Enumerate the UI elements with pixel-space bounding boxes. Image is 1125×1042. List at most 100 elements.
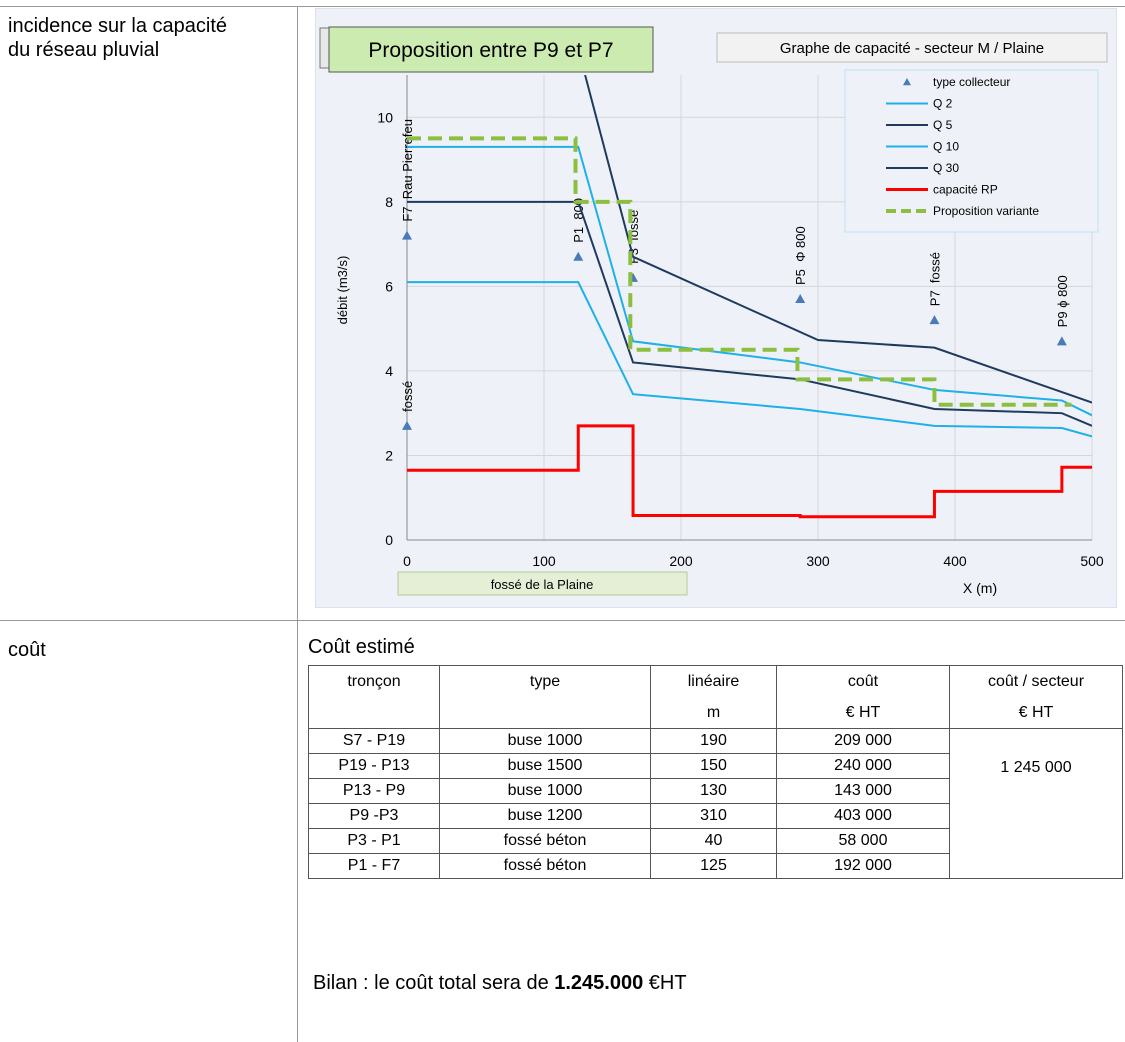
table-cell: P1 - F7 — [308, 853, 440, 879]
summary-amount: 1.245.000 — [554, 972, 644, 994]
header-unit — [439, 697, 651, 729]
y-axis-label: débit (m3/s) — [335, 256, 350, 325]
table-cell: 130 — [650, 778, 777, 804]
table-cell: buse 1200 — [439, 803, 651, 829]
table-row: S7 - P19 buse 1000 190 209 000 1 245 000 — [308, 728, 1123, 879]
header-unit — [308, 697, 440, 729]
header-cell: linéaire — [650, 665, 777, 697]
table-cell: 40 — [650, 828, 777, 854]
sector-total: 1 245 000 — [949, 728, 1123, 879]
row-label: incidence sur la capacité du réseau pluv… — [8, 15, 228, 61]
table-cell: P19 - P13 — [308, 753, 440, 779]
cost-table: tronçon type linéaire coût coût / secteur m € … — [308, 665, 1123, 879]
x-tick-label: 500 — [1080, 553, 1104, 569]
table-cell: buse 1000 — [439, 728, 651, 754]
y-tick-label: 0 — [385, 532, 393, 548]
table-cell: 240 000 — [776, 753, 950, 779]
table-cell: 209 000 — [776, 728, 950, 754]
subtitle-box — [716, 32, 1108, 63]
point-label: F7 Rau Pierrefeu — [400, 119, 415, 222]
marker — [1056, 336, 1067, 346]
rule — [0, 6, 1125, 7]
annotation: fossé de la Plaine — [491, 577, 594, 592]
point-label: P5 Φ 800 — [793, 226, 808, 285]
table-cell: buse 1000 — [439, 778, 651, 804]
table-cell: P3 - P1 — [308, 828, 440, 854]
y-tick-label: 8 — [385, 194, 393, 210]
legend-marker — [903, 78, 911, 86]
header-cell: coût / secteur — [949, 665, 1123, 697]
series-line — [584, 75, 1092, 404]
table-cell: S7 - P19 — [308, 728, 440, 754]
header-unit: € HT — [949, 697, 1123, 729]
table-cell: 125 — [650, 853, 777, 879]
legend-label: capacité RP — [933, 183, 998, 197]
header-cell: type — [439, 665, 651, 697]
table-cell: fossé béton — [439, 853, 651, 879]
header-row: m € HT € HT — [308, 697, 1123, 729]
series-line — [407, 424, 1092, 519]
chart-title: Proposition entre P9 et P7 — [368, 39, 613, 62]
header-unit: € HT — [776, 697, 950, 729]
marker — [573, 251, 584, 261]
point-label: P9 ϕ 800 — [1055, 275, 1070, 327]
point-label: P1 800 — [571, 198, 586, 243]
row-label: coût — [8, 639, 46, 661]
point-label: fossé — [400, 381, 415, 412]
chart-subtitle: Graphe de capacité - secteur M / Plaine — [780, 40, 1044, 57]
table-cell: 143 000 — [776, 778, 950, 804]
legend-label: Proposition variante — [933, 204, 1039, 218]
legend-label: Q 5 — [933, 118, 953, 132]
table-cell: 190 — [650, 728, 777, 754]
legend-label: Q 30 — [933, 161, 959, 175]
marker — [402, 420, 412, 430]
title-box — [328, 26, 654, 73]
legend-label: Q 2 — [933, 97, 953, 111]
legend-box — [844, 69, 1099, 233]
header-cell: coût — [776, 665, 950, 697]
table-cell: buse 1500 — [439, 753, 651, 779]
header-cell: tronçon — [308, 665, 440, 697]
table-cell: P13 - P9 — [308, 778, 440, 804]
rule — [0, 620, 1125, 621]
y-tick-label: 4 — [385, 363, 393, 379]
point-label: P7 fossé — [927, 252, 942, 306]
x-tick-label: 300 — [806, 553, 830, 569]
y-tick-label: 2 — [385, 447, 393, 463]
x-tick-label: 100 — [532, 553, 556, 569]
x-tick-label: 400 — [943, 553, 967, 569]
table-row: P9 -P3 buse 1200 310 403 000 — [308, 803, 1123, 829]
marker — [929, 315, 940, 325]
table-cell: 192 000 — [776, 853, 950, 879]
table-row: P3 - P1 fossé béton 40 58 000 — [308, 828, 1123, 854]
table-cell: fossé béton — [439, 828, 651, 854]
series-line — [407, 145, 1092, 417]
header-row: tronçon type linéaire coût coût / secteur — [308, 665, 1123, 697]
table-title: Coût estimé — [308, 636, 415, 658]
rule — [297, 6, 298, 1042]
table-cell: 403 000 — [776, 803, 950, 829]
summary-text: Bilan : le coût total sera de — [313, 972, 555, 994]
legend-label: Q 10 — [933, 140, 959, 154]
marker — [795, 294, 806, 304]
table-row: P19 - P13 buse 1500 150 240 000 — [308, 753, 1123, 779]
x-tick-label: 200 — [669, 553, 693, 569]
table-cell: 310 — [650, 803, 777, 829]
series-line — [407, 136, 1072, 407]
x-tick-label: 0 — [403, 553, 411, 569]
table-row: P1 - F7 fossé béton 125 192 000 — [308, 853, 1123, 879]
point-label: P3 fossé — [626, 210, 641, 264]
summary: Bilan : le coût total sera de 1.245.000 … — [313, 972, 687, 995]
table-cell: 150 — [650, 753, 777, 779]
header-unit: m — [650, 697, 777, 729]
y-tick-label: 6 — [385, 278, 393, 294]
x-axis-label: X (m) — [963, 580, 997, 596]
marker — [402, 230, 412, 240]
summary-unit: €HT — [643, 972, 687, 994]
series-line — [407, 281, 1092, 438]
annotation-box — [397, 571, 688, 596]
table-cell: 58 000 — [776, 828, 950, 854]
legend-label: type collecteur — [933, 75, 1010, 89]
